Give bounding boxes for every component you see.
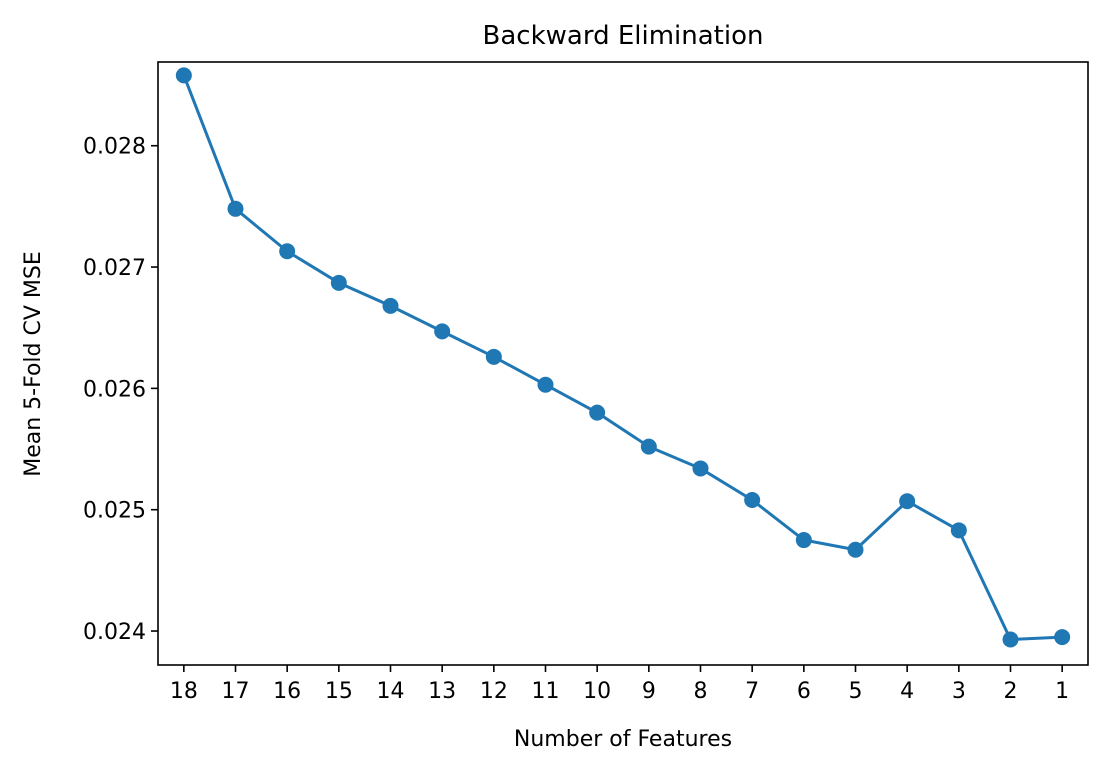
plot-area: 18 17 16 15 14 13 12 11 10 9 8 7 6 5 4 3 2 1 0.024 0.025 0.0…: [83, 67, 1071, 704]
data-point: [1054, 629, 1071, 646]
data-point: [692, 460, 709, 477]
x-tick-label: 13: [428, 679, 456, 704]
x-tick-label: 3: [952, 679, 966, 704]
x-tick-label: 12: [480, 679, 508, 704]
data-point: [950, 522, 967, 539]
x-tick-label: 17: [222, 679, 250, 704]
x-tick-label: 6: [797, 679, 811, 704]
data-point: [537, 376, 554, 393]
x-tick-label: 2: [1004, 679, 1018, 704]
y-tick-label: 0.025: [83, 499, 146, 524]
data-point: [589, 404, 606, 421]
x-tick-label: 8: [694, 679, 708, 704]
x-axis-label: Number of Features: [514, 727, 732, 752]
series-line: [182, 74, 1063, 642]
x-tick-label: 1: [1055, 679, 1069, 704]
data-point: [382, 297, 399, 314]
y-tick-label: 0.024: [83, 620, 146, 645]
data-point: [795, 532, 812, 549]
data-point: [899, 493, 916, 510]
y-tick-label: 0.028: [83, 135, 146, 160]
x-tick-label: 7: [745, 679, 759, 704]
x-tick-label: 9: [642, 679, 656, 704]
y-tick-label: 0.026: [83, 377, 146, 402]
plot-frame: [157, 61, 1089, 666]
x-tick-label: 4: [900, 679, 914, 704]
data-point: [1002, 631, 1019, 648]
y-axis-label: Mean 5-Fold CV MSE: [21, 251, 46, 477]
x-tick-label: 11: [532, 679, 560, 704]
data-point: [485, 348, 502, 365]
y-tick-label: 0.027: [83, 256, 146, 281]
x-tick-label: 14: [377, 679, 405, 704]
data-point: [227, 200, 244, 217]
x-tick-label: 16: [273, 679, 301, 704]
data-point: [279, 243, 296, 260]
x-tick-label: 10: [583, 679, 611, 704]
data-point: [434, 323, 451, 340]
chart-title: Backward Elimination: [483, 21, 764, 51]
x-tick-label: 15: [325, 679, 353, 704]
x-tick-label: 5: [849, 679, 863, 704]
data-point: [640, 438, 657, 455]
data-point: [744, 491, 761, 508]
data-point: [330, 274, 347, 291]
data-point: [175, 67, 192, 84]
x-tick-label: 18: [170, 679, 198, 704]
data-point: [847, 541, 864, 558]
